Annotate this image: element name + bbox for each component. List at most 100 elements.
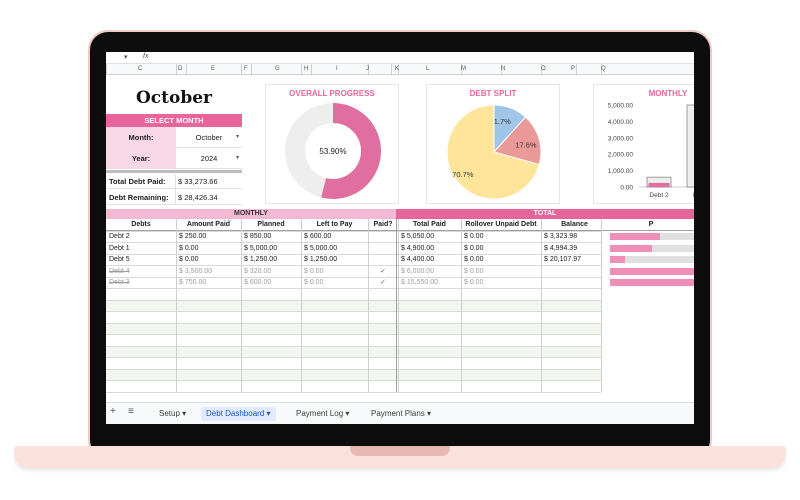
tab-payment-log[interactable]: Payment Log ▾ [296, 409, 350, 418]
column-gridline [461, 219, 462, 392]
cell-amount-paid: $ 3,500.00 [179, 267, 213, 275]
column-header-h[interactable]: H [304, 66, 309, 72]
tab-debt-dashboard[interactable]: Debt Dashboard ▾ [201, 407, 276, 421]
progress-bar [610, 267, 694, 275]
column-gridline [396, 219, 397, 392]
pie-slice[interactable] [446, 104, 540, 200]
cell-planned: $ 600.00 [244, 279, 272, 286]
column-gridline [601, 219, 602, 392]
column-header-g[interactable]: G [275, 66, 280, 72]
cell-debt: Debt 3 [109, 279, 130, 286]
monthly-bar-chart[interactable]: MONTHLY 5,000.00 4,000.00 3,000.00 2,000.00… [593, 84, 694, 204]
empty-row[interactable] [106, 357, 601, 369]
paid-checkbox[interactable] [368, 254, 398, 265]
cell-amount-paid: $ 0.00 [179, 256, 199, 263]
tab-chevron-icon[interactable]: ▾ [182, 409, 187, 418]
column-header-q[interactable]: Q [601, 66, 606, 72]
empty-row[interactable] [106, 380, 601, 392]
donut-progress-arc [285, 103, 381, 199]
row-gridline [106, 230, 601, 232]
cell-planned: $ 850.00 [244, 233, 272, 240]
x-tick-label: Deb [693, 192, 694, 199]
column-header-o[interactable]: O [541, 66, 546, 72]
empty-row[interactable] [106, 323, 601, 335]
row-gridline [106, 288, 601, 289]
monthly-chart-title: MONTHLY [648, 89, 688, 98]
cell-debt: Debt 1 [109, 244, 130, 252]
add-sheet-icon[interactable]: + [110, 406, 116, 417]
column-header-m[interactable]: M [461, 66, 466, 72]
tab-payment-plans[interactable]: Payment Plans ▾ [371, 409, 432, 418]
year-select[interactable]: 2024 ▾ [176, 148, 242, 169]
row-gridline [106, 322, 601, 324]
empty-row[interactable] [106, 369, 601, 381]
progress-bar-fill [610, 233, 661, 240]
paid-checkbox[interactable]: ✓ [380, 279, 386, 286]
pie-slice[interactable] [493, 116, 542, 166]
empty-row[interactable] [106, 346, 601, 358]
cell-planned: $ 320.00 [244, 267, 272, 275]
column-header-k[interactable]: K [395, 66, 400, 72]
debt-split-title: DEBT SPLIT [469, 89, 517, 98]
year-label: Year: [106, 148, 176, 169]
pie-svg: 11.7% 17.6% 70.7% [446, 104, 542, 200]
column-header-d[interactable]: D [178, 66, 183, 72]
row-gridline [106, 391, 601, 393]
fx-icon: fx [143, 53, 149, 60]
column-gridline [176, 219, 177, 392]
total-band: TOTAL [396, 209, 694, 219]
sheet-tab-bar: + ≡ Setup ▾ Debt Dashboard ▾ Payment Log… [106, 402, 694, 424]
column-gridline [368, 219, 369, 392]
column-header-i[interactable]: I [336, 66, 338, 72]
column-header-l[interactable]: L [426, 66, 430, 72]
x-tick-label: Debt 2 [649, 192, 669, 199]
paid-checkbox[interactable] [368, 231, 398, 242]
progress-bar-fill [610, 267, 694, 275]
header-left-to-pay: Left to Pay [316, 221, 353, 228]
cell-rollover: $ 0.00 [464, 256, 484, 263]
empty-row[interactable] [106, 300, 601, 312]
bar[interactable] [648, 182, 670, 187]
debt-split-chart[interactable]: DEBT SPLIT 11.7% 17.6% 70.7% [426, 84, 560, 204]
column-header-j[interactable]: J [366, 66, 369, 72]
debt-remaining-row: Debt Remaining: $ 28,426.34 [106, 190, 242, 205]
row-gridline [106, 253, 601, 255]
progress-bar [610, 256, 694, 263]
overall-progress-chart[interactable]: OVERALL PROGRESS 53.90% [265, 84, 399, 204]
header-balance: Balance [561, 221, 588, 228]
header-amount-paid: Amount Paid [186, 221, 231, 228]
tab-chevron-icon[interactable]: ▾ [345, 409, 350, 418]
tab-setup[interactable]: Setup ▾ [159, 409, 187, 418]
cell-debt: Debt 5 [109, 256, 130, 263]
column-header-n[interactable]: N [501, 66, 506, 72]
month-select[interactable]: October ▾ [176, 127, 242, 148]
column-header-c[interactable]: C [138, 66, 143, 72]
bar[interactable] [686, 104, 694, 188]
paid-checkbox[interactable]: ✓ [380, 267, 386, 275]
chevron-down-icon[interactable]: ▾ [235, 134, 239, 140]
tab-chevron-icon[interactable]: ▾ [427, 409, 432, 418]
column-header-p[interactable]: P [571, 66, 576, 72]
all-sheets-menu-icon[interactable]: ≡ [128, 406, 134, 417]
month-row: Month: October ▾ [106, 127, 242, 148]
empty-row[interactable] [106, 311, 601, 323]
cell-balance [541, 277, 608, 288]
paid-checkbox[interactable] [368, 243, 398, 254]
cell-amount-paid: $ 250.00 [179, 233, 207, 240]
cell-rollover: $ 0.00 [464, 233, 484, 240]
column-header-e[interactable]: E [211, 66, 216, 72]
cell-planned: $ 1,250.00 [244, 256, 278, 263]
laptop-screen: ▾ fx C D E F G H I J K L M N O P Q October SELECT MONT… [106, 52, 694, 424]
donut-svg: 53.90% [285, 103, 381, 199]
name-box-dropdown-icon[interactable]: ▾ [124, 54, 128, 61]
formula-bar[interactable]: ▾ fx [106, 52, 694, 64]
empty-row[interactable] [106, 288, 601, 300]
column-gridline [241, 219, 242, 392]
chevron-down-icon[interactable]: ▾ [235, 155, 239, 161]
month-title: October [135, 88, 212, 108]
tab-chevron-icon[interactable]: ▾ [266, 409, 271, 418]
overall-progress-title: OVERALL PROGRESS [289, 89, 375, 98]
month-label: Month: [106, 127, 176, 148]
empty-row[interactable] [106, 334, 601, 346]
column-header-f[interactable]: F [244, 66, 248, 72]
